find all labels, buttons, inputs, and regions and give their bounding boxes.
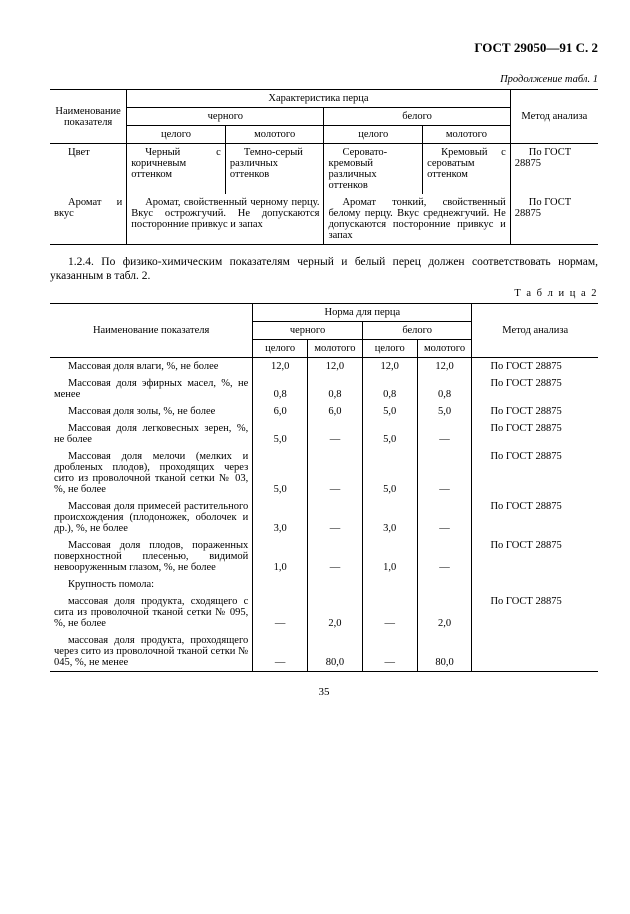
t2-row-v4: — xyxy=(417,448,472,498)
para-124: 1.2.4. По физико-химическим показателям … xyxy=(50,255,598,284)
t2-row-name: Массовая доля эфирных масел, %, не менее xyxy=(50,375,253,403)
t2-hdr-name: Наименование показателя xyxy=(50,303,253,357)
t2-row-v2: — xyxy=(308,448,363,498)
t1-hdr-ground2: молотого xyxy=(423,126,511,144)
t2-hdr-method: Метод анализа xyxy=(472,303,598,357)
t1-r1-c1: Черный с коричневым оттенком xyxy=(127,144,226,195)
t1-r2-name: Аромат и вкус xyxy=(50,194,127,245)
t2-row-name: Крупность помола: xyxy=(50,576,253,593)
table1-caption: Продолжение табл. 1 xyxy=(50,74,598,85)
t2-row-v1: — xyxy=(253,593,308,632)
t2-row-v1: 3,0 xyxy=(253,498,308,537)
t2-row-v2: 12,0 xyxy=(308,357,363,375)
t2-row-v4: 2,0 xyxy=(417,593,472,632)
t2-row-name: массовая доля продукта, сходящего с сита… xyxy=(50,593,253,632)
t2-hdr-whole2: целого xyxy=(362,339,417,357)
t1-r1-c3: Серовато-кремовый различных оттенков xyxy=(324,144,423,195)
t2-row-v3: 5,0 xyxy=(362,420,417,448)
t2-row-name: Массовая доля золы, %, не более xyxy=(50,403,253,420)
t2-row-v3: 1,0 xyxy=(362,537,417,576)
t2-row-method: По ГОСТ 28875 xyxy=(472,357,598,375)
t2-row-v2 xyxy=(308,576,363,593)
t2-row-v3: 5,0 xyxy=(362,448,417,498)
t2-hdr-whole1: целого xyxy=(253,339,308,357)
t2-row-method: По ГОСТ 28875 xyxy=(472,498,598,537)
t2-row-v4 xyxy=(417,576,472,593)
t2-row-method: По ГОСТ 28875 xyxy=(472,420,598,448)
t1-hdr-method: Метод анализа xyxy=(510,90,598,144)
t2-row-v3: — xyxy=(362,593,417,632)
t2-row-v3: 3,0 xyxy=(362,498,417,537)
t1-hdr-name: Наименование показателя xyxy=(50,90,127,144)
t2-row-method: По ГОСТ 28875 xyxy=(472,537,598,576)
t2-row-v1: 0,8 xyxy=(253,375,308,403)
t2-row-v4: 5,0 xyxy=(417,403,472,420)
t2-row-v3: 5,0 xyxy=(362,403,417,420)
t2-row-v1 xyxy=(253,576,308,593)
t2-row-v2: — xyxy=(308,537,363,576)
t2-hdr-ground2: молотого xyxy=(417,339,472,357)
t2-row-v2: 6,0 xyxy=(308,403,363,420)
t2-row-name: Массовая доля примесей растительного про… xyxy=(50,498,253,537)
t2-row-method xyxy=(472,632,598,672)
t1-r2-black: Аромат, свойственный черному перцу. Вкус… xyxy=(127,194,324,245)
t1-hdr-white: белого xyxy=(324,108,510,126)
table2: Наименование показателя Норма для перца … xyxy=(50,303,598,672)
table2-caption: Т а б л и ц а 2 xyxy=(50,288,598,299)
t2-row-method xyxy=(472,576,598,593)
t2-row-method: По ГОСТ 28875 xyxy=(472,403,598,420)
t2-row-v4: — xyxy=(417,420,472,448)
t2-row-name: Массовая доля мелочи (мелких и дробленых… xyxy=(50,448,253,498)
t1-r1-name: Цвет xyxy=(50,144,127,195)
t2-hdr-norm: Норма для перца xyxy=(253,303,472,321)
t2-row-v3: — xyxy=(362,632,417,672)
t2-row-v4: 80,0 xyxy=(417,632,472,672)
t2-row-name: Массовая доля легковесных зерен, %, не б… xyxy=(50,420,253,448)
t2-row-v3: 0,8 xyxy=(362,375,417,403)
t1-hdr-whole1: целого xyxy=(127,126,226,144)
t1-r1-c4: Кремовый с сероватым оттенком xyxy=(423,144,511,195)
t2-row-v1: 6,0 xyxy=(253,403,308,420)
t1-hdr-char: Характеристика перца xyxy=(127,90,511,108)
t2-hdr-white: белого xyxy=(362,321,472,339)
t2-row-v4: — xyxy=(417,498,472,537)
t2-row-v1: — xyxy=(253,632,308,672)
t2-row-name: Массовая доля плодов, пораженных поверхн… xyxy=(50,537,253,576)
t2-row-v3 xyxy=(362,576,417,593)
t2-row-v4: 12,0 xyxy=(417,357,472,375)
t2-row-v2: — xyxy=(308,420,363,448)
t2-row-name: массовая доля продукта, проходящего чере… xyxy=(50,632,253,672)
t1-r1-m: По ГОСТ 28875 xyxy=(510,144,598,195)
t1-r1-c2: Темно-серый различных оттенков xyxy=(225,144,324,195)
t1-r2-m: По ГОСТ 28875 xyxy=(510,194,598,245)
t1-hdr-ground1: молотого xyxy=(225,126,324,144)
t2-row-name: Массовая доля влаги, %, не более xyxy=(50,357,253,375)
table1: Наименование показателя Характеристика п… xyxy=(50,89,598,245)
t1-hdr-black: черного xyxy=(127,108,324,126)
t2-row-v2: 2,0 xyxy=(308,593,363,632)
t2-row-v2: 0,8 xyxy=(308,375,363,403)
t2-row-method: По ГОСТ 28875 xyxy=(472,448,598,498)
t2-row-v2: 80,0 xyxy=(308,632,363,672)
t1-hdr-whole2: целого xyxy=(324,126,423,144)
t2-hdr-ground1: молотого xyxy=(308,339,363,357)
t2-row-v3: 12,0 xyxy=(362,357,417,375)
t2-row-v4: — xyxy=(417,537,472,576)
t2-row-v2: — xyxy=(308,498,363,537)
t1-r2-white: Аромат тонкий, свойственный белому перцу… xyxy=(324,194,510,245)
t2-row-v1: 1,0 xyxy=(253,537,308,576)
t2-row-method: По ГОСТ 28875 xyxy=(472,593,598,632)
t2-row-method: По ГОСТ 28875 xyxy=(472,375,598,403)
t2-row-v1: 5,0 xyxy=(253,448,308,498)
t2-row-v1: 5,0 xyxy=(253,420,308,448)
t2-row-v4: 0,8 xyxy=(417,375,472,403)
page-number: 35 xyxy=(50,686,598,698)
t2-row-v1: 12,0 xyxy=(253,357,308,375)
page-header: ГОСТ 29050—91 С. 2 xyxy=(50,40,598,56)
t2-hdr-black: черного xyxy=(253,321,363,339)
